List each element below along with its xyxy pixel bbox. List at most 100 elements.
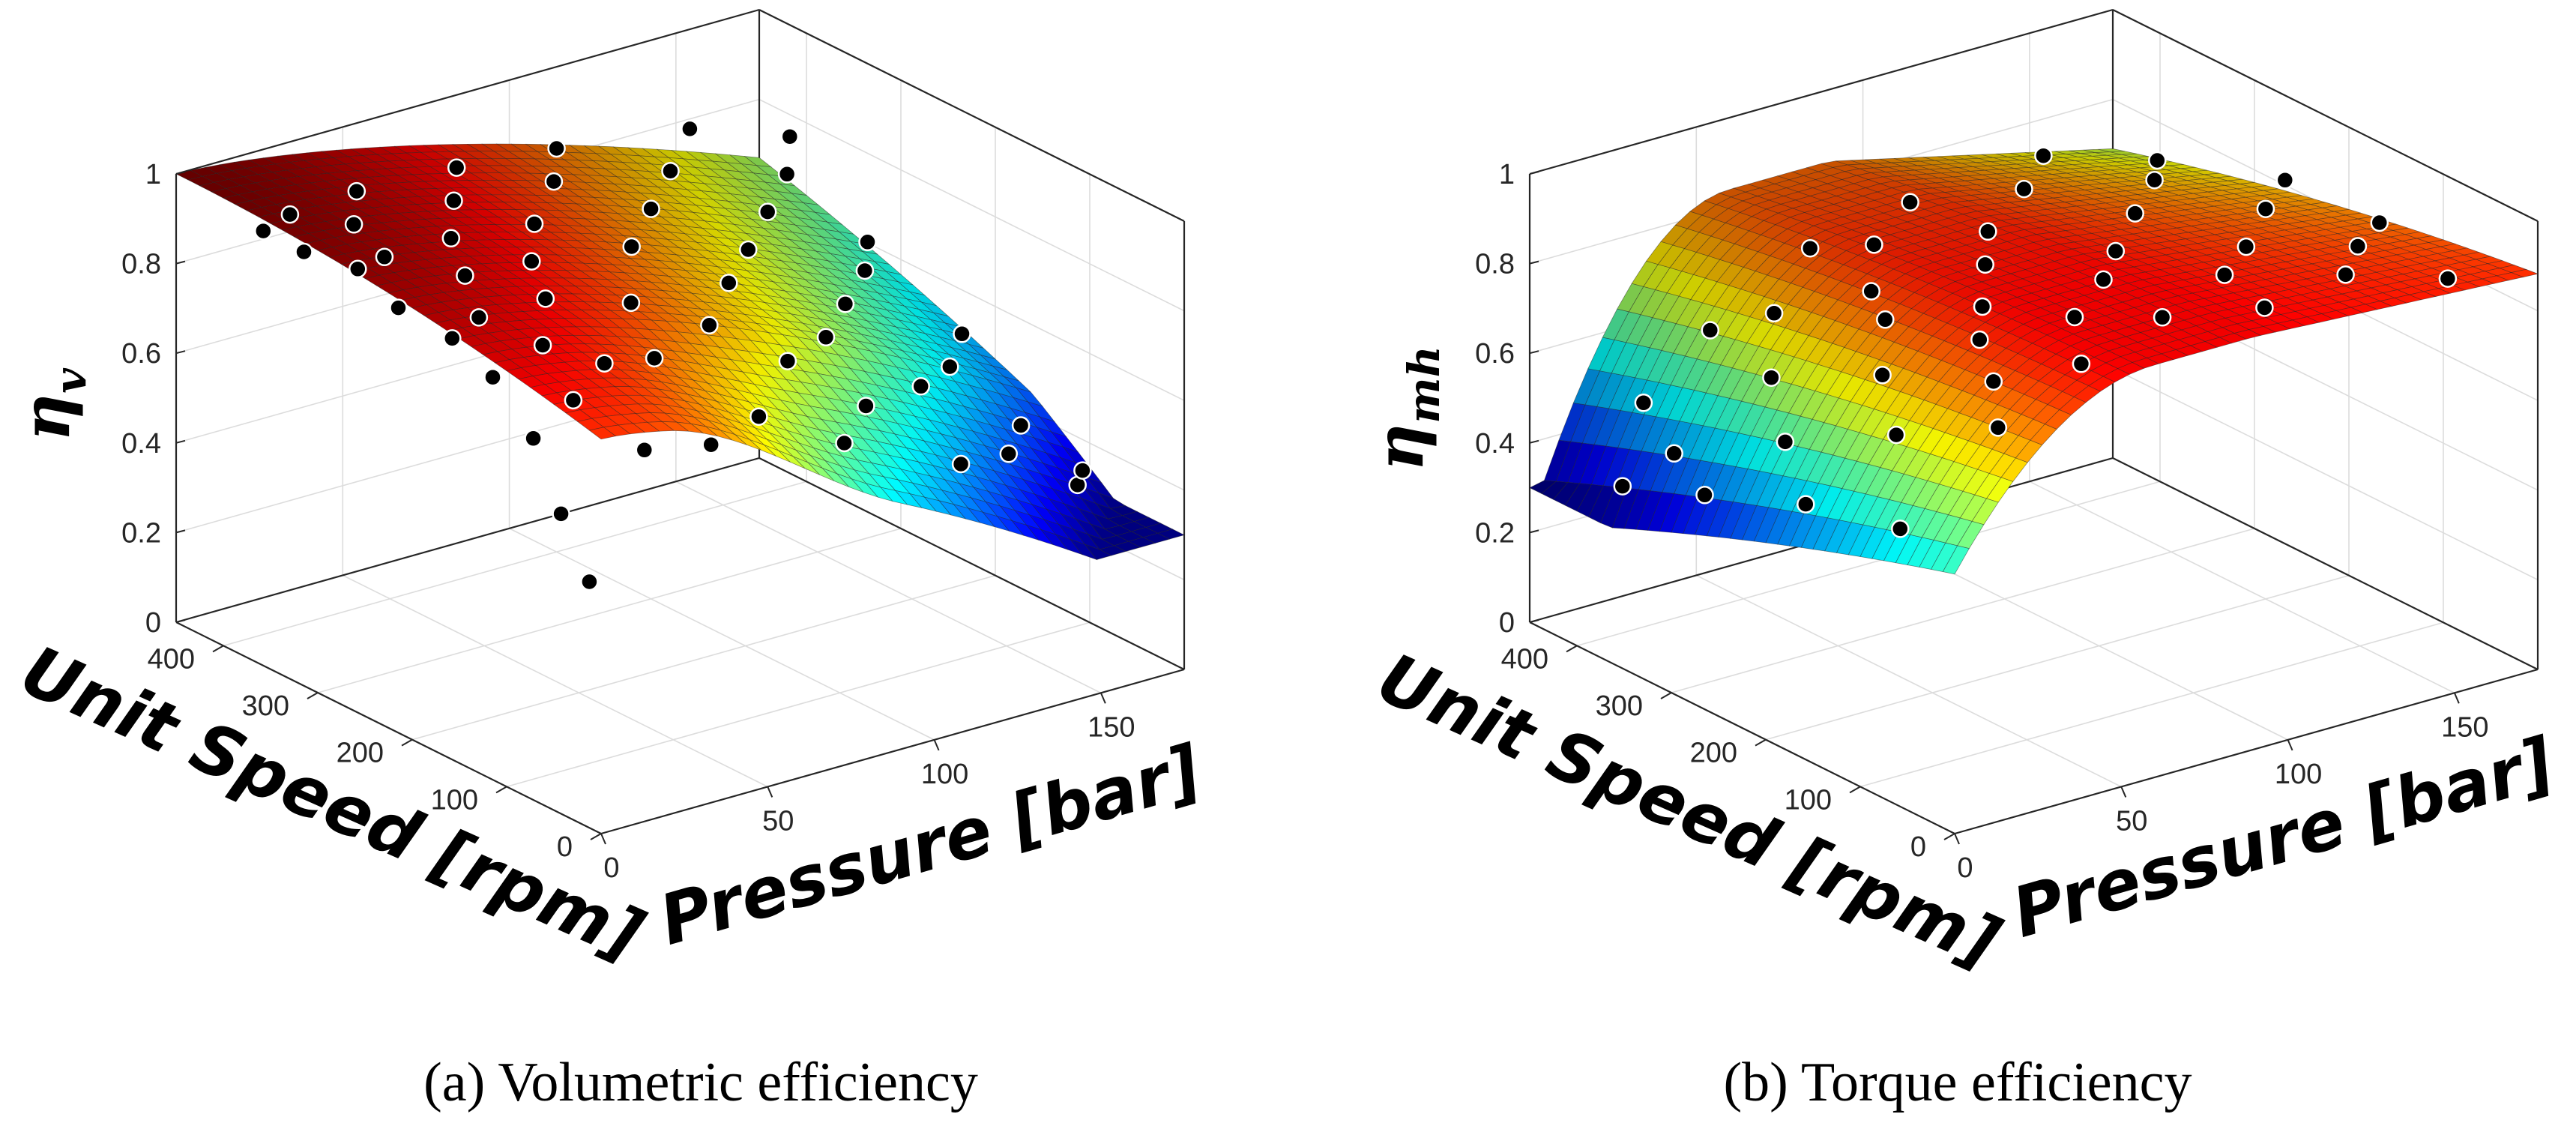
measured-point [552,505,570,523]
x-tick-mark [933,739,940,751]
measured-points-torque [1613,146,2458,538]
measured-point [1988,418,2008,437]
x-axis-line [600,668,1185,835]
floor-gridline [2029,481,2455,694]
floor-gridline [411,574,996,741]
measured-point [858,232,877,252]
z-tick-label: 0.6 [121,338,161,370]
measured-point [700,316,719,335]
measured-point [1873,366,1892,385]
z-tick-label: 0.4 [1475,428,1515,460]
z-axis-title: ηmh [1360,346,1450,472]
y-tick-label: 0 [1910,831,1926,863]
measured-point [2348,237,2368,256]
tick-labels-torque: 0 50 100 150 0 100 200 300 400 0 0.2 0.4 0.6 0.8 1 [1475,159,2488,884]
measured-point [2094,270,2113,289]
x-tick-label: 50 [2116,805,2147,837]
z-tick-mark [1529,171,1539,175]
box-edge [1529,8,2114,175]
z-tick-label: 0.8 [1475,249,1515,280]
z-axis-symbol: η [1360,424,1438,472]
measured-point [855,261,875,280]
measured-point [547,139,566,158]
x-tick-label: 100 [921,759,968,790]
measured-point [1891,520,1910,538]
measured-point [953,325,971,343]
measured-point [2256,199,2275,218]
z-tick-label: 0.2 [1475,517,1515,549]
z-tick-mark [1529,619,1539,623]
measured-points-volumetric [254,119,1092,591]
measured-point [999,445,1019,463]
measured-point [642,199,660,218]
measured-point [836,295,855,313]
x-tick-mark [2287,739,2293,751]
z-tick-mark [175,439,186,444]
chart-torque-efficiency: 0 50 100 150 0 100 200 300 400 0 0.2 0.4 0.6 0.8 1 Pre… [1360,8,2563,1113]
z-tick-mark [1529,260,1539,265]
measured-point [1800,238,1820,258]
measured-point [720,274,738,292]
z-tick-mark [175,529,186,534]
measured-point [1762,368,1781,387]
measured-point [2148,151,2167,170]
y-tick-label: 300 [1596,690,1643,722]
measured-point [544,172,564,191]
y-tick-mark [1755,738,1767,747]
measured-point [778,352,797,370]
measured-point [280,205,300,224]
measured-point [621,293,641,313]
y-tick-mark [212,645,224,653]
z-tick-label: 0.8 [121,249,161,280]
measured-point [1776,433,1795,451]
x-tick-label: 0 [603,852,619,884]
x-tick-label: 100 [2275,759,2322,790]
x-tick-mark [767,786,773,798]
measured-point [1886,425,1906,445]
sidewall-gridline [2112,367,2539,581]
measured-point [777,165,797,184]
measured-point [1695,486,1714,505]
measured-point [2106,241,2126,261]
y-tick-mark [495,786,507,794]
y-tick-label: 0 [557,831,573,863]
measured-point [375,247,394,267]
measured-point [1901,193,1919,212]
z-tick-mark [1529,529,1539,534]
z-tick-label: 0 [1499,607,1515,639]
measured-point [951,454,971,474]
caption-volumetric: (a) Volumetric efficiency [423,1052,978,1113]
box-edge [2112,457,2539,670]
measured-point [349,259,367,279]
x-tick-mark [1100,692,1106,704]
z-tick-mark [1529,439,1539,444]
measured-point [525,214,544,233]
x-tick-label: 0 [1957,852,1973,884]
measured-point [702,435,720,454]
measured-point [941,357,959,376]
floor-gridline [1695,574,2122,788]
measured-point [1973,297,1992,316]
measured-point [441,229,461,248]
measured-point [1665,444,1683,463]
x-tick-mark [600,833,606,845]
measured-point [1984,372,2003,391]
y-tick-label: 200 [1690,738,1737,769]
measured-point [758,202,777,221]
measured-point [635,441,654,460]
measured-point [444,191,463,210]
y-tick-mark [401,738,413,747]
measured-point [645,349,664,368]
measured-point [2015,179,2033,199]
z-tick-mark [1529,350,1539,355]
z-tick-mark [175,260,186,265]
measured-point [1979,222,1997,241]
measured-point [622,237,641,256]
measured-point [2236,237,2256,256]
y-axis-title: Unit Speed [rpm] [1366,638,2011,984]
x-tick-mark [2120,786,2127,798]
box-edge [175,457,760,624]
measured-point [2145,170,2164,190]
